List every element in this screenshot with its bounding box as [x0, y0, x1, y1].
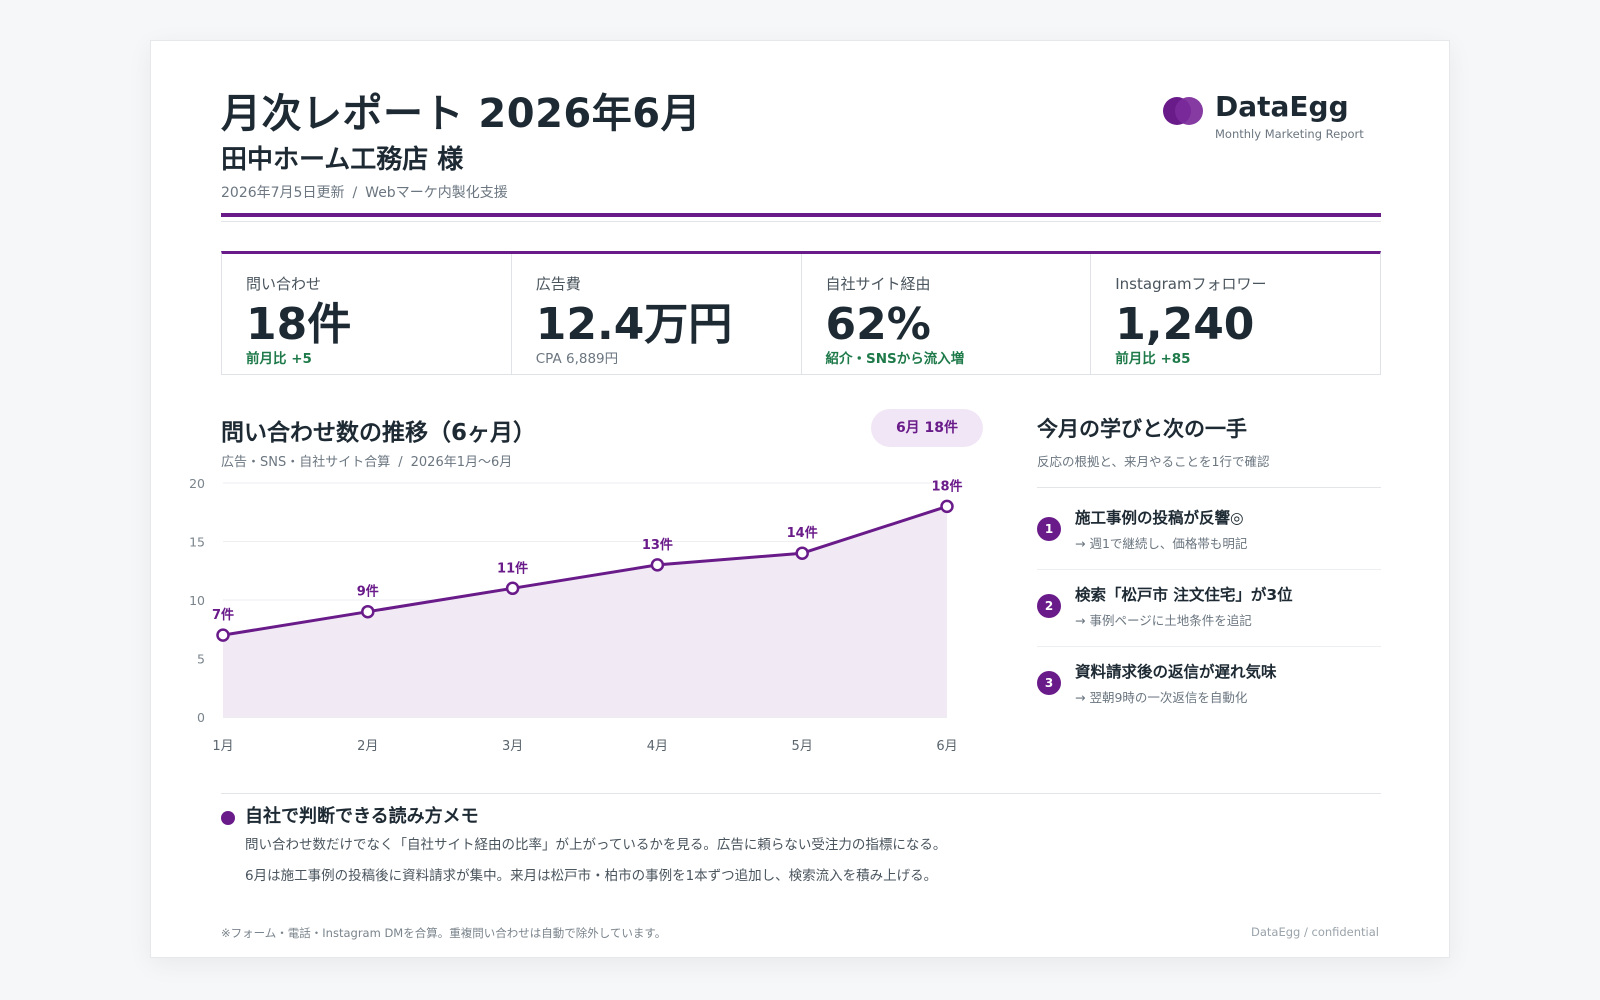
- chart-subtitle-separator: /: [398, 455, 403, 470]
- learning-next-action: → 事例ページに土地条件を追記: [1075, 613, 1252, 628]
- data-point: [361, 604, 375, 619]
- updated-date: 2026年7月5日更新: [221, 185, 345, 201]
- kpi-note: 前月比 +85: [1115, 351, 1191, 367]
- kpi-value: 12.4万円: [535, 299, 733, 350]
- kpi-card-own-site: 自社サイト経由 62% 紹介・SNSから流入増: [802, 254, 1092, 374]
- area-fill: [223, 506, 947, 717]
- chart-title: 問い合わせ数の推移（6ヶ月）: [221, 420, 537, 446]
- kpi-value: 1,240: [1115, 299, 1255, 350]
- x-tick-label: 4月: [647, 739, 668, 754]
- report-sheet: 月次レポート 2026年6月 田中ホーム工務店 様 2026年7月5日更新 / We…: [150, 40, 1450, 958]
- data-point: [216, 628, 230, 642]
- brand-logo: DataEgg Monthly Marketing Report: [1163, 89, 1373, 149]
- data-label: 7件: [212, 607, 234, 623]
- learning-number-badge: 2: [1037, 594, 1061, 618]
- data-label: 11件: [497, 560, 528, 576]
- data-point: [505, 581, 520, 596]
- learnings-list: 1 施工事例の投稿が反響◎ → 週1で継続し、価格帯も明記 2 検索「松戸市 注…: [1037, 493, 1381, 724]
- learning-item: 1 施工事例の投稿が反響◎ → 週1で継続し、価格帯も明記: [1037, 493, 1381, 570]
- learning-next-action: → 翌朝9時の一次返信を自動化: [1075, 690, 1248, 705]
- kpi-note: CPA 6,889円: [535, 351, 619, 367]
- x-tick-label: 6月: [936, 739, 957, 754]
- memo-line-1: 問い合わせ数だけでなく「自社サイト経由の比率」が上がっているかを見る。広告に頼ら…: [245, 837, 947, 853]
- learning-headline: 検索「松戸市 注文住宅」が3位: [1075, 586, 1293, 604]
- kpi-note: 前月比 +5: [246, 351, 312, 367]
- kpi-card-instagram: Instagramフォロワー 1,240 前月比 +85: [1091, 254, 1380, 374]
- learning-headline: 資料請求後の返信が遅れ気味: [1075, 663, 1277, 681]
- kpi-card-ad-spend: 広告費 12.4万円 CPA 6,889円: [512, 254, 802, 374]
- y-tick-label: 15: [189, 535, 205, 550]
- inquiries-line-chart: 0 5 10 15 20 7件 1月 9件 2月 11件 3月 13件 4月 14件 5月 18件 6月: [189, 476, 962, 754]
- client-name: 田中ホーム工務店 様: [221, 145, 464, 175]
- learning-item: 3 資料請求後の返信が遅れ気味 → 翌朝9時の一次返信を自動化: [1037, 647, 1381, 724]
- kpi-note: 紹介・SNSから流入増: [825, 351, 965, 367]
- x-tick-label: 3月: [502, 739, 523, 754]
- x-tick-label: 1月: [212, 739, 233, 754]
- y-tick-label: 5: [197, 652, 205, 667]
- x-tick-label: 5月: [792, 739, 813, 754]
- meta-separator: /: [352, 185, 358, 201]
- kpi-value: 62%: [825, 299, 931, 350]
- data-point: [940, 499, 954, 514]
- kpi-label: 問い合わせ: [246, 275, 322, 293]
- kpi-row: 問い合わせ 18件 前月比 +5 広告費 12.4万円 CPA 6,889円 自…: [221, 251, 1381, 375]
- data-label: 9件: [357, 584, 379, 600]
- header-accent-rule: [221, 213, 1381, 217]
- brand-name: DataEgg: [1215, 90, 1349, 123]
- y-tick-label: 0: [197, 710, 205, 725]
- kpi-value: 18件: [246, 299, 352, 350]
- learnings-title: 今月の学びと次の一手: [1037, 417, 1247, 441]
- kpi-card-inquiries: 問い合わせ 18件 前月比 +5: [222, 254, 512, 374]
- y-tick-label: 10: [189, 593, 205, 608]
- memo-bullet-icon: [221, 811, 235, 825]
- report-title: 月次レポート 2026年6月: [221, 91, 702, 137]
- footer-note: ※フォーム・電話・Instagram DMを合算。重複問い合わせは自動で除外して…: [221, 926, 667, 940]
- service-name: Webマーケ内製化支援: [365, 185, 508, 201]
- memo-title: 自社で判断できる読み方メモ: [245, 806, 479, 827]
- memo-rule: [221, 793, 1381, 794]
- learning-next-action: → 週1で継続し、価格帯も明記: [1075, 536, 1248, 551]
- learning-headline: 施工事例の投稿が反響◎: [1075, 509, 1244, 527]
- data-point: [795, 546, 809, 560]
- kpi-label: Instagramフォロワー: [1115, 275, 1267, 293]
- chart-subtitle-period: 2026年1月〜6月: [410, 455, 513, 470]
- memo-line-2: 6月は施工事例の投稿後に資料請求が集中。来月は松戸市・柏市の事例を1本ずつ追加し…: [245, 868, 938, 884]
- series-line: [222, 504, 948, 637]
- chart-subtitle-scope: 広告・SNS・自社サイト合算: [221, 455, 391, 470]
- report-meta: 2026年7月5日更新 / Webマーケ内製化支援: [221, 183, 1381, 203]
- report-header: 月次レポート 2026年6月 田中ホーム工務店 様 2026年7月5日更新 / We…: [221, 89, 1381, 219]
- x-tick-label: 2月: [357, 739, 378, 754]
- egg-logo-icon: [1163, 97, 1203, 125]
- kpi-label: 自社サイト経由: [825, 275, 931, 293]
- current-month-badge: 6月 18件: [871, 409, 983, 447]
- data-label: 18件: [931, 478, 962, 494]
- chart-subtitle: 広告・SNS・自社サイト合算 / 2026年1月〜6月: [221, 451, 512, 470]
- brand-tagline: Monthly Marketing Report: [1215, 127, 1364, 141]
- learning-number-badge: 1: [1037, 517, 1061, 541]
- learning-number-badge: 3: [1037, 671, 1061, 695]
- learnings-subtitle: 反応の根拠と、来月やることを1行で確認: [1037, 454, 1270, 469]
- footer-confidential: DataEgg / confidential: [1250, 925, 1379, 939]
- y-tick-label: 20: [189, 476, 205, 491]
- learnings-rule: [1037, 487, 1381, 488]
- data-label: 14件: [787, 525, 818, 541]
- header-thin-rule: [221, 221, 1381, 222]
- data-label: 13件: [642, 537, 673, 553]
- learning-item: 2 検索「松戸市 注文住宅」が3位 → 事例ページに土地条件を追記: [1037, 570, 1381, 647]
- data-point: [650, 558, 665, 572]
- kpi-label: 広告費: [535, 275, 581, 293]
